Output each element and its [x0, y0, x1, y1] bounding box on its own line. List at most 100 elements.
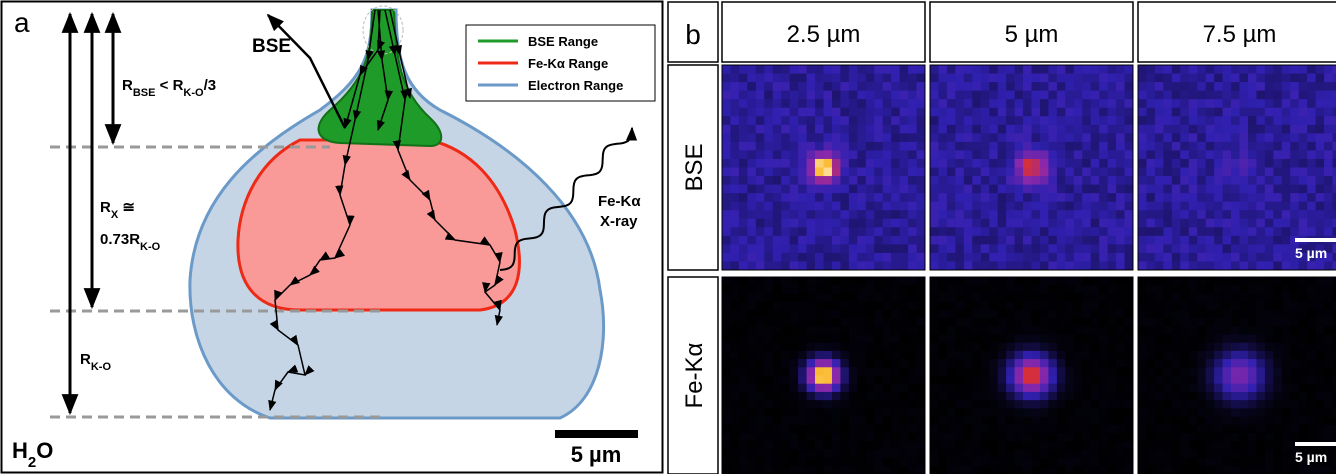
pixel: [1082, 176, 1091, 185]
pixel: [938, 261, 947, 270]
pixel: [874, 326, 883, 335]
pixel: [1223, 82, 1232, 91]
pixel: [1290, 400, 1299, 409]
pixel: [1108, 441, 1117, 450]
pixel: [1256, 458, 1265, 467]
pixel: [824, 91, 833, 100]
pixel: [832, 133, 841, 142]
pixel: [908, 185, 917, 194]
pixel: [989, 219, 998, 228]
pixel: [1125, 65, 1134, 74]
pixel: [1116, 202, 1125, 211]
pixel: [1333, 359, 1336, 368]
pixel: [1273, 302, 1282, 311]
pixel: [1180, 82, 1189, 91]
pixel: [1116, 466, 1125, 474]
pixel: [989, 367, 998, 376]
pixel: [964, 458, 973, 467]
pixel: [1040, 227, 1049, 236]
pixel: [930, 159, 939, 168]
pixel: [722, 219, 731, 228]
pixel: [972, 466, 981, 474]
pixel: [947, 116, 956, 125]
pixel: [938, 343, 947, 352]
pixel: [781, 351, 790, 360]
pixel: [1324, 310, 1333, 319]
pixel: [857, 343, 866, 352]
pixel: [722, 285, 731, 294]
pixel: [747, 253, 756, 262]
pixel: [866, 202, 875, 211]
pixel: [1290, 334, 1299, 343]
pixel: [883, 384, 892, 393]
pixel: [1116, 277, 1125, 286]
pixel: [981, 74, 990, 83]
pixel: [764, 441, 773, 450]
pixel: [781, 466, 790, 474]
pixel: [1023, 74, 1032, 83]
pixel: [1116, 334, 1125, 343]
pixel: [1223, 343, 1232, 352]
pixel: [1256, 449, 1265, 458]
pixel: [1040, 441, 1049, 450]
pixel: [1138, 408, 1147, 417]
pixel: [764, 108, 773, 117]
pixel: [739, 400, 748, 409]
pixel: [1082, 367, 1091, 376]
pixel: [930, 417, 939, 426]
pixel: [1155, 91, 1164, 100]
pixel: [722, 99, 731, 108]
pixel: [1180, 108, 1189, 117]
pixel: [1091, 400, 1100, 409]
pixel: [1240, 142, 1249, 151]
pixel: [1172, 384, 1181, 393]
pixel: [866, 425, 875, 434]
pixel: [972, 116, 981, 125]
pixel: [1040, 400, 1049, 409]
pixel: [773, 441, 782, 450]
pixel: [781, 261, 790, 270]
pixel: [1116, 176, 1125, 185]
pixel: [730, 133, 739, 142]
pixel: [1248, 293, 1257, 302]
pixel: [1197, 293, 1206, 302]
pixel: [1189, 236, 1198, 245]
pixel: [1231, 142, 1240, 151]
pixel: [1223, 351, 1232, 360]
pixel: [1108, 261, 1117, 270]
pixel: [1065, 142, 1074, 151]
pixel: [972, 108, 981, 117]
pixel: [1197, 202, 1206, 211]
pixel: [824, 202, 833, 211]
pixel: [1006, 159, 1015, 168]
pixel: [1057, 458, 1066, 467]
pixel: [883, 65, 892, 74]
pixel: [1163, 236, 1172, 245]
pixel: [1006, 99, 1015, 108]
pixel: [1189, 261, 1198, 270]
pixel: [981, 334, 990, 343]
pixel: [1273, 466, 1282, 474]
pixel: [972, 302, 981, 311]
pixel: [998, 351, 1007, 360]
pixel: [840, 351, 849, 360]
pixel: [756, 334, 765, 343]
pixel: [1155, 408, 1164, 417]
pixel: [1265, 65, 1274, 74]
pixel: [874, 150, 883, 159]
pixel: [832, 193, 841, 202]
pixel: [815, 133, 824, 142]
pixel: [1125, 367, 1134, 376]
pixel: [930, 302, 939, 311]
pixel: [1116, 150, 1125, 159]
pixel: [1273, 159, 1282, 168]
pixel: [747, 433, 756, 442]
pixel: [1108, 168, 1117, 177]
pixel: [1273, 400, 1282, 409]
pixel: [1180, 168, 1189, 177]
pixel: [781, 376, 790, 385]
pixel: [857, 125, 866, 134]
pixel: [857, 219, 866, 228]
pixel: [917, 253, 926, 262]
pixel: [989, 376, 998, 385]
